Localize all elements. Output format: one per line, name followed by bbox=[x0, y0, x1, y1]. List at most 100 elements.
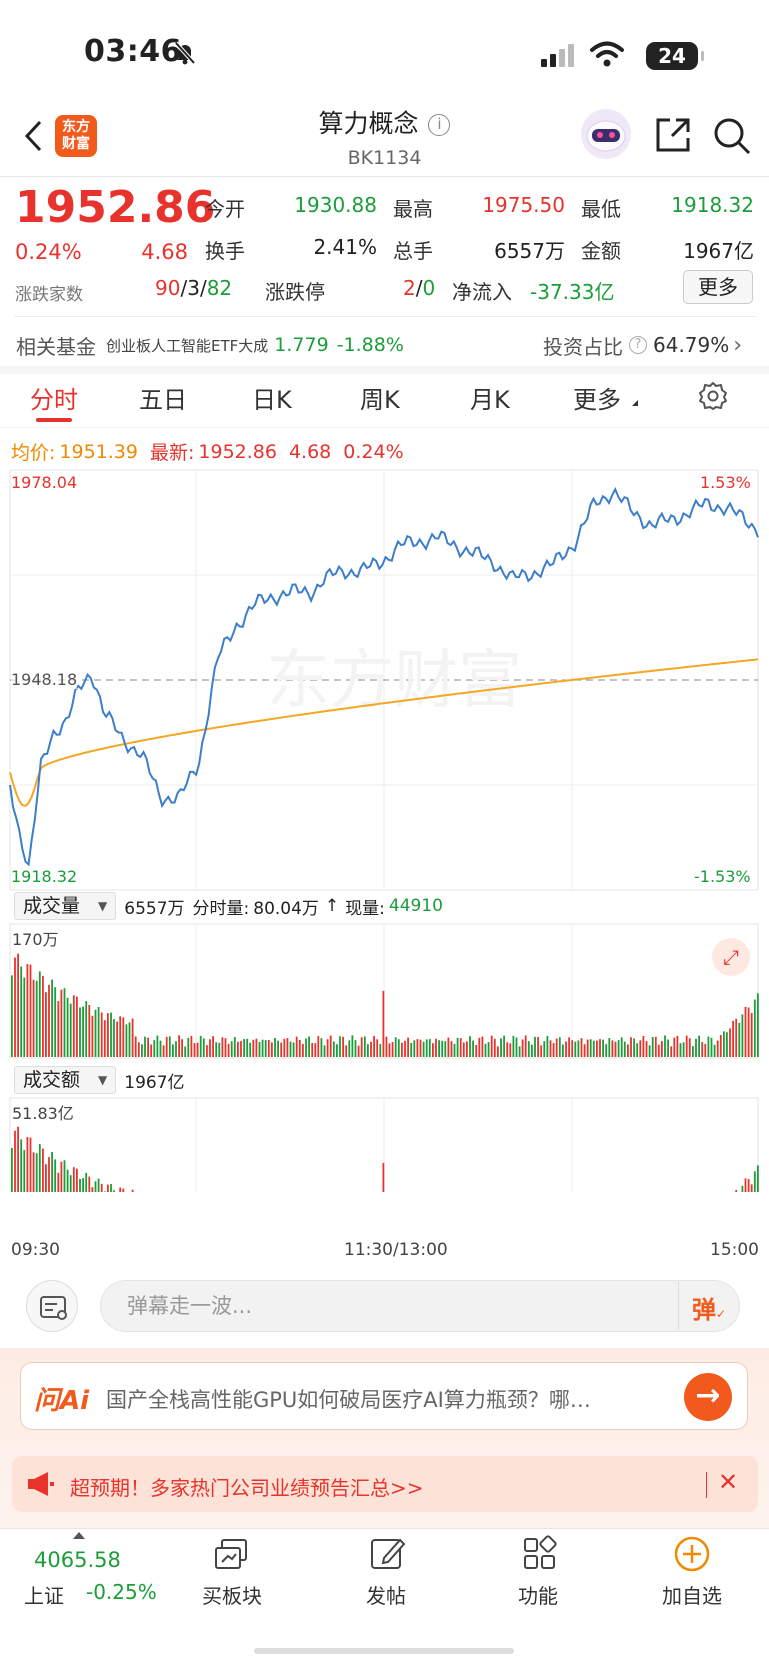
change-pct: 0.24% bbox=[15, 240, 82, 264]
danmu-toggle-label: 弹 bbox=[692, 1296, 716, 1324]
wifi-icon bbox=[590, 41, 624, 67]
volume-bar bbox=[110, 1012, 112, 1057]
ai-question-box[interactable] bbox=[20, 1362, 748, 1430]
volume-bar bbox=[42, 1148, 44, 1192]
expand-icon[interactable]: ⤢ bbox=[712, 938, 750, 976]
tab-monthly-k[interactable]: 月K bbox=[470, 386, 510, 414]
index-pct[interactable]: -0.25% bbox=[86, 1580, 157, 1604]
tab-more[interactable]: 更多 bbox=[573, 386, 621, 414]
close-icon[interactable]: ✕ bbox=[718, 1468, 739, 1496]
volume-bar bbox=[218, 1042, 221, 1057]
function-grid-icon[interactable] bbox=[520, 1534, 560, 1574]
tab-intraday[interactable]: 分时 bbox=[30, 386, 78, 414]
volume-bar bbox=[741, 1014, 744, 1057]
volume-bar bbox=[79, 1007, 81, 1057]
time-start-label: 09:30 bbox=[11, 1240, 60, 1260]
promo-banner[interactable] bbox=[12, 1456, 758, 1512]
settings-gear-icon[interactable] bbox=[698, 381, 728, 411]
volume-bar bbox=[113, 1019, 115, 1057]
invest-ratio[interactable]: 投资占比 ? 64.79% › bbox=[543, 330, 742, 360]
volume-bar bbox=[695, 1038, 697, 1057]
low-label: 最低 bbox=[581, 197, 621, 221]
volume-bar bbox=[103, 1020, 106, 1057]
volume-bar bbox=[478, 1037, 481, 1057]
volume-bar bbox=[181, 1039, 183, 1057]
limit-down-count: 0 bbox=[422, 276, 436, 300]
volume-bar bbox=[710, 1037, 713, 1057]
volume-bar bbox=[574, 1041, 577, 1057]
chevron-right-icon: › bbox=[733, 332, 743, 358]
danmu-toggle-button[interactable]: 弹✓ bbox=[692, 1290, 726, 1325]
volume-bar bbox=[137, 1042, 140, 1057]
volume-bar bbox=[57, 1172, 60, 1192]
nav-buy-board[interactable]: 买板块 bbox=[202, 1584, 262, 1608]
volume-bar bbox=[326, 1039, 329, 1057]
volume-bar bbox=[82, 1178, 84, 1192]
post-edit-icon[interactable] bbox=[367, 1534, 407, 1574]
robot-avatar-icon[interactable] bbox=[580, 108, 632, 160]
nav-function[interactable]: 功能 bbox=[518, 1584, 558, 1608]
ai-question-text[interactable]: 国产全栈高性能GPU如何破局医疗AI算力瓶颈？哪… bbox=[106, 1388, 591, 1412]
eastmoney-logo[interactable]: 东方 财富 bbox=[55, 115, 97, 157]
volume-bar bbox=[85, 1172, 88, 1192]
related-fund-row[interactable]: 相关基金 创业板人工智能ETF大成 1.779 -1.88% bbox=[16, 330, 404, 360]
volume-bar bbox=[438, 1040, 440, 1057]
more-quote-button[interactable]: 更多 bbox=[683, 270, 753, 304]
buy-board-icon[interactable] bbox=[212, 1534, 252, 1574]
volume-bar bbox=[642, 1036, 645, 1057]
tab-daily-k[interactable]: 日K bbox=[252, 386, 292, 414]
volume-bar bbox=[729, 1028, 731, 1057]
volume-bar bbox=[732, 1020, 734, 1057]
promo-text[interactable]: 超预期！多家热门公司业绩预告汇总>> bbox=[70, 1476, 424, 1500]
tab-active-underline bbox=[36, 418, 72, 422]
volume-bar bbox=[329, 1035, 332, 1057]
volume-bar bbox=[116, 1021, 118, 1057]
volume-bar bbox=[654, 1036, 657, 1057]
volume-bar bbox=[88, 1005, 91, 1057]
avg-price-line bbox=[9, 658, 759, 807]
volume-bar bbox=[11, 1148, 13, 1192]
volume-bar bbox=[57, 1001, 60, 1057]
ai-go-button[interactable]: → bbox=[684, 1373, 732, 1421]
nav-post[interactable]: 发帖 bbox=[366, 1584, 406, 1608]
volume-bar bbox=[373, 1035, 375, 1057]
volume-bar bbox=[565, 1041, 567, 1057]
tab-five-day[interactable]: 五日 bbox=[139, 386, 187, 414]
danmu-input[interactable]: 弹幕走一波... bbox=[100, 1280, 740, 1332]
volume-bar bbox=[614, 1041, 617, 1057]
volume-bar bbox=[716, 1040, 719, 1057]
volume-bar bbox=[243, 1039, 245, 1057]
amount-selector[interactable]: 成交额 ▼ bbox=[14, 1066, 117, 1094]
index-value[interactable]: 4065.58 bbox=[34, 1548, 121, 1572]
volume-bar bbox=[506, 1042, 509, 1057]
nav-add-favorite[interactable]: 加自选 bbox=[662, 1584, 722, 1608]
volume-bar bbox=[258, 1042, 261, 1057]
volume-bar bbox=[360, 1037, 363, 1057]
volume-bar bbox=[543, 1041, 546, 1057]
tab-weekly-k[interactable]: 周K bbox=[360, 386, 400, 414]
volume-bar bbox=[466, 1041, 468, 1057]
add-favorite-icon[interactable] bbox=[672, 1534, 712, 1574]
back-arrow-icon[interactable] bbox=[22, 118, 46, 154]
volume-selector[interactable]: 成交量 ▼ bbox=[14, 892, 117, 920]
volume-bar bbox=[391, 1042, 394, 1057]
help-icon[interactable]: ? bbox=[629, 336, 647, 354]
volume-bar bbox=[657, 1044, 660, 1057]
intraday-legend: 均价: 1951.39 最新: 1952.86 4.68 0.24% bbox=[11, 438, 404, 465]
share-icon[interactable] bbox=[654, 116, 692, 154]
last-price: 1952.86 bbox=[15, 182, 216, 233]
intraday-chart[interactable]: 东方财富 bbox=[0, 462, 769, 1192]
danmu-settings-icon[interactable] bbox=[26, 1280, 78, 1332]
volume-bar bbox=[215, 1042, 218, 1057]
up-arrow-icon: ↑ bbox=[324, 896, 340, 916]
volume-bar bbox=[363, 1036, 366, 1057]
search-icon[interactable] bbox=[712, 116, 752, 156]
volume-bar bbox=[23, 1150, 26, 1192]
volume-bar bbox=[88, 1176, 91, 1192]
volume-bar bbox=[676, 1035, 679, 1057]
info-icon[interactable]: i bbox=[428, 114, 451, 136]
low-value: 1918.32 bbox=[671, 193, 754, 217]
index-name[interactable]: 上证 bbox=[24, 1584, 64, 1608]
volume-bar bbox=[97, 1007, 100, 1057]
volume-bar bbox=[679, 1043, 682, 1057]
